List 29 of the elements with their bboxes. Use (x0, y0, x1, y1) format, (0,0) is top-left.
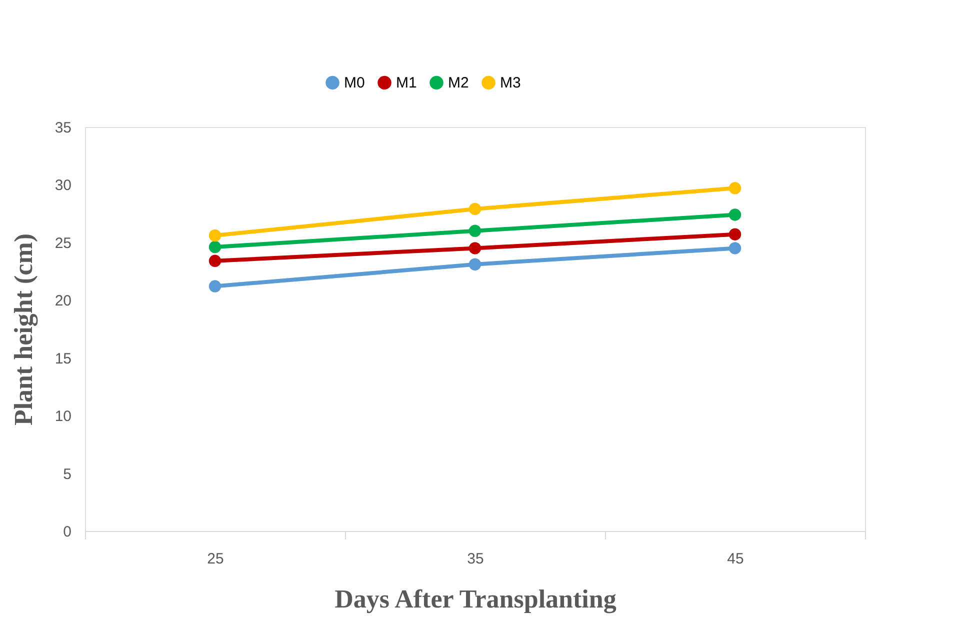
legend-label: M1 (396, 74, 417, 92)
x-tick-label: 45 (727, 550, 744, 568)
y-tick-label: 0 (63, 524, 72, 540)
y-axis-title: Plant height (cm) (8, 233, 38, 426)
x-tick-label: 25 (207, 550, 224, 568)
point (468, 202, 482, 216)
legend-label: M3 (500, 74, 521, 92)
point (208, 254, 222, 268)
x-axis-title: Days After Transplanting (334, 584, 616, 614)
y-tick-label: 30 (54, 177, 72, 194)
point (208, 280, 222, 292)
y-tick-label: 25 (54, 234, 72, 252)
legend-label: M2 (448, 74, 469, 92)
point (728, 208, 742, 221)
y-tick-label: 20 (54, 292, 72, 310)
x-tick-label: 35 (467, 550, 484, 568)
y-tick-label: 5 (63, 466, 72, 483)
y-tick-label: 35 (54, 120, 72, 136)
point (728, 182, 742, 194)
y-tick-label: 15 (54, 350, 72, 368)
point (468, 224, 482, 237)
point (728, 242, 742, 254)
point (208, 240, 222, 254)
point (728, 228, 742, 240)
point (468, 258, 482, 270)
point (468, 242, 482, 254)
point (208, 229, 222, 242)
legend-label: M0 (344, 74, 365, 92)
y-tick-label: 10 (54, 408, 72, 426)
